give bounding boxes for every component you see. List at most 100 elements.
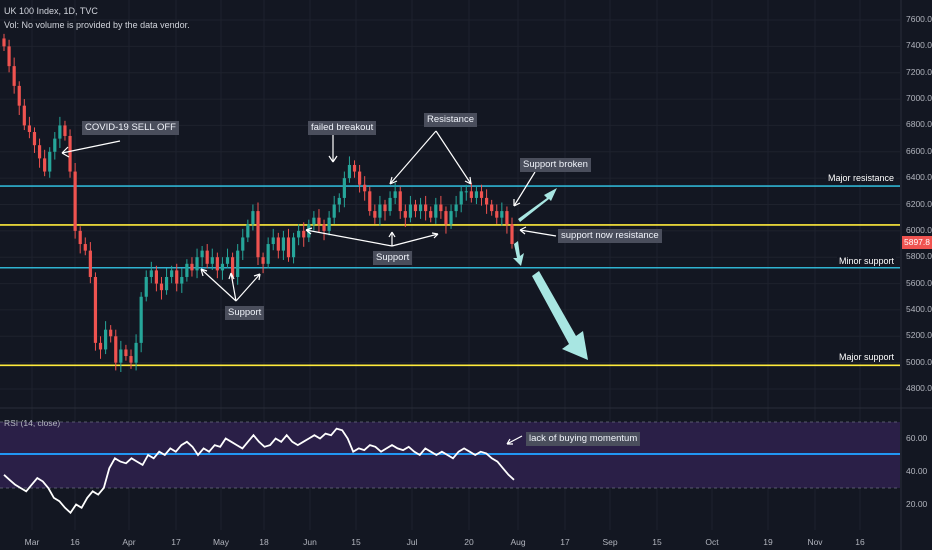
candle-body — [215, 257, 219, 271]
candle-body — [104, 329, 108, 350]
candle-body — [358, 171, 362, 185]
rsi-note-arrow — [506, 435, 523, 445]
candle-body — [474, 191, 479, 198]
volume-note: Vol: No volume is provided by the data v… — [4, 20, 190, 30]
candle-body — [154, 270, 158, 284]
candle-body — [109, 329, 113, 337]
candle-body — [210, 257, 214, 264]
candle-body — [297, 230, 301, 238]
annotation-support-now-resistance: support now resistance — [558, 229, 662, 243]
candle-body — [500, 211, 504, 218]
candle-body — [185, 263, 189, 277]
candle-body — [251, 211, 255, 225]
candle-body — [225, 257, 230, 264]
candle-body — [17, 85, 21, 106]
candle-body — [114, 336, 118, 363]
time-tick: 15 — [652, 537, 662, 547]
time-tick: Oct — [705, 537, 719, 547]
candle-body — [449, 211, 453, 225]
candle-body — [490, 204, 494, 212]
candle-body — [418, 204, 423, 212]
candle-body — [236, 250, 240, 277]
candle-body — [246, 224, 250, 238]
candle-body — [398, 191, 402, 212]
candle-body — [124, 349, 128, 357]
label-minor-support: Minor support — [836, 256, 896, 266]
annotation-failed-breakout: failed breakout — [308, 121, 377, 135]
candle-body — [378, 204, 382, 218]
candle-body — [195, 257, 199, 271]
candle-body — [271, 237, 275, 245]
label-major-support: Major support — [836, 352, 896, 362]
time-tick: Jul — [406, 537, 418, 547]
candle-body — [332, 204, 336, 218]
candle-body — [83, 244, 87, 251]
rsi-label: RSI (14, close) — [4, 418, 61, 428]
time-tick: Jun — [303, 537, 317, 547]
time-tick: 20 — [464, 537, 474, 547]
rsi-tick: 40.00 — [906, 465, 928, 476]
candle-body — [444, 211, 448, 225]
annotation-support-broken: Support broken — [520, 158, 591, 172]
candle-body — [12, 66, 16, 86]
price-tick: 6800.0 — [906, 119, 932, 130]
candle-body — [413, 204, 418, 212]
rsi-tick: 60.00 — [906, 432, 928, 443]
support-left-arrows — [200, 268, 261, 302]
annotation-covid: COVID-19 SELL OFF — [82, 121, 179, 135]
candle-body — [368, 191, 372, 212]
candle-body — [388, 197, 392, 212]
candle-body — [73, 171, 77, 231]
candle-body — [170, 270, 174, 277]
candle-body — [281, 237, 285, 251]
candle-body — [164, 276, 169, 291]
time-tick: 18 — [259, 537, 269, 547]
candle-body — [479, 191, 484, 198]
candle-body — [180, 276, 184, 284]
resistance-arrow-right — [435, 130, 472, 185]
price-tick: 5600.0 — [906, 277, 932, 288]
candle-body — [27, 125, 31, 133]
candle-body — [317, 217, 321, 225]
annotation-arrows — [61, 130, 557, 445]
candle-body — [220, 263, 225, 271]
candle-body — [119, 349, 123, 363]
candle-body — [78, 230, 82, 245]
candle-body — [37, 145, 42, 159]
candle-body — [291, 237, 296, 258]
candle-body — [510, 224, 514, 245]
candle-body — [58, 125, 62, 139]
price-tick: 6200.0 — [906, 198, 932, 209]
annotation-rsi-note: lack of buying momentum — [526, 432, 641, 446]
annotation-resistance: Resistance — [424, 113, 477, 127]
candle-body — [322, 224, 326, 231]
candle-body — [139, 296, 143, 343]
level-lines — [0, 185, 900, 367]
projection-arrows — [513, 188, 588, 360]
time-tick: 16 — [70, 537, 80, 547]
price-tick: 7200.0 — [906, 66, 932, 77]
candle-body — [276, 237, 280, 251]
bull-projection-arrow — [518, 188, 557, 222]
time-tick: 16 — [855, 537, 865, 547]
candle-body — [434, 204, 438, 218]
candle-body — [363, 184, 367, 192]
support-now-resistance-arrow — [519, 226, 557, 237]
support-mid-arrows — [305, 227, 439, 247]
candle-body — [424, 204, 428, 212]
annotation-support-left: Support — [225, 306, 265, 320]
time-tick: Aug — [510, 537, 526, 547]
candle-body — [505, 211, 509, 225]
price-tick: 7600.0 — [906, 14, 932, 24]
candle-body — [373, 211, 377, 218]
candle-body — [256, 211, 260, 258]
price-tick: 5000.0 — [906, 356, 932, 367]
resistance-arrow-left — [389, 130, 437, 185]
rsi-line — [3, 427, 515, 515]
candle-body — [175, 270, 179, 284]
candle-body — [485, 197, 489, 205]
candle-body — [53, 138, 57, 152]
rsi-tick: 20.00 — [906, 498, 928, 509]
candle-body — [190, 263, 194, 271]
